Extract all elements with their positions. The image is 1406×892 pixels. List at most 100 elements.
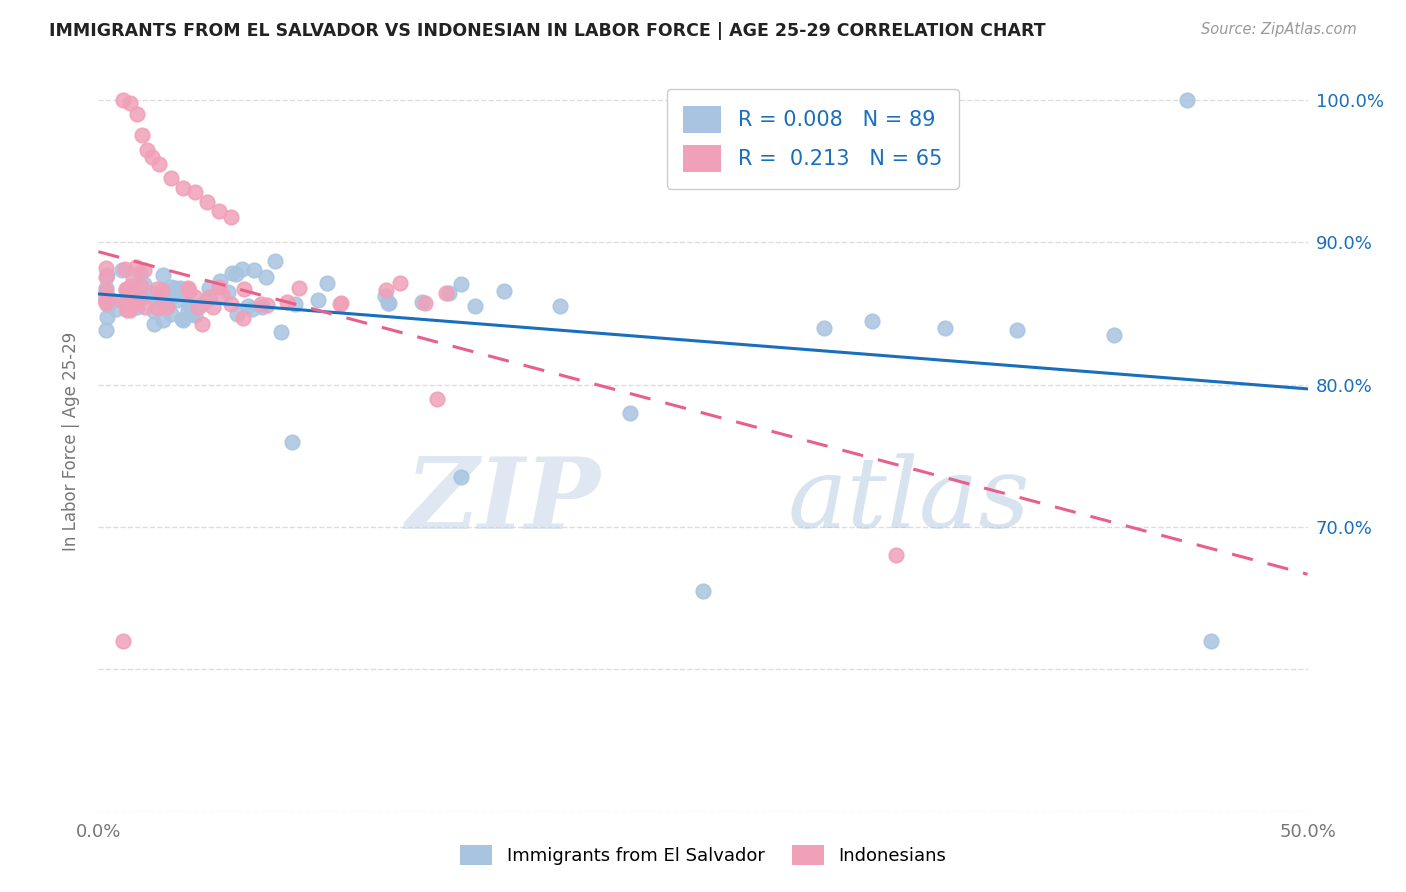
- Point: [128, 267, 150, 281]
- Point: [225, 267, 247, 281]
- Point: [619, 406, 641, 420]
- Point: [221, 266, 243, 280]
- Point: [127, 300, 149, 314]
- Point: [172, 312, 194, 326]
- Point: [184, 186, 207, 200]
- Point: [226, 307, 249, 321]
- Point: [117, 286, 139, 301]
- Point: [94, 322, 117, 336]
- Point: [276, 294, 298, 309]
- Point: [221, 210, 243, 224]
- Text: IMMIGRANTS FROM EL SALVADOR VS INDONESIAN IN LABOR FORCE | AGE 25-29 CORRELATION: IMMIGRANTS FROM EL SALVADOR VS INDONESIA…: [49, 22, 1046, 40]
- Point: [125, 260, 148, 274]
- Point: [250, 300, 273, 314]
- Y-axis label: In Labor Force | Age 25-29: In Labor Force | Age 25-29: [62, 332, 80, 551]
- Point: [256, 298, 278, 312]
- Point: [98, 292, 121, 306]
- Point: [152, 268, 174, 282]
- Point: [243, 263, 266, 277]
- Point: [411, 295, 433, 310]
- Point: [165, 287, 187, 301]
- Text: ZIP: ZIP: [405, 452, 600, 549]
- Point: [160, 171, 183, 186]
- Point: [287, 281, 309, 295]
- Point: [209, 274, 232, 288]
- Point: [183, 290, 205, 304]
- Point: [450, 470, 472, 484]
- Point: [163, 281, 186, 295]
- Point: [177, 303, 200, 318]
- Point: [153, 297, 176, 311]
- Point: [141, 150, 163, 164]
- Point: [124, 294, 146, 309]
- Point: [94, 260, 117, 275]
- Point: [172, 181, 194, 195]
- Point: [111, 633, 134, 648]
- Point: [329, 297, 352, 311]
- Point: [172, 312, 194, 326]
- Point: [492, 284, 515, 298]
- Point: [160, 307, 183, 321]
- Point: [94, 293, 117, 308]
- Point: [219, 296, 242, 310]
- Point: [177, 297, 200, 311]
- Legend: Immigrants from El Salvador, Indonesians: Immigrants from El Salvador, Indonesians: [453, 838, 953, 872]
- Point: [94, 284, 117, 298]
- Point: [375, 283, 398, 297]
- Point: [142, 303, 165, 318]
- Point: [439, 285, 461, 300]
- Point: [94, 289, 117, 303]
- Point: [114, 262, 136, 277]
- Point: [231, 262, 253, 277]
- Point: [157, 293, 180, 308]
- Point: [156, 300, 179, 314]
- Point: [94, 293, 117, 308]
- Point: [166, 293, 188, 308]
- Point: [236, 300, 259, 314]
- Point: [270, 325, 292, 339]
- Point: [208, 280, 231, 294]
- Point: [217, 285, 239, 300]
- Point: [155, 287, 177, 301]
- Point: [114, 281, 136, 295]
- Point: [148, 157, 170, 171]
- Point: [96, 310, 118, 324]
- Point: [232, 282, 254, 296]
- Point: [315, 276, 337, 290]
- Point: [97, 298, 120, 312]
- Point: [208, 203, 231, 218]
- Point: [813, 320, 835, 334]
- Point: [434, 286, 457, 301]
- Point: [450, 277, 472, 291]
- Point: [131, 279, 153, 293]
- Point: [143, 293, 166, 307]
- Point: [145, 290, 167, 304]
- Point: [132, 263, 155, 277]
- Point: [195, 195, 218, 210]
- Point: [181, 307, 204, 321]
- Text: atlas: atlas: [787, 453, 1031, 549]
- Point: [211, 288, 233, 302]
- Point: [377, 295, 399, 310]
- Point: [886, 549, 908, 563]
- Point: [94, 296, 117, 310]
- Point: [118, 302, 141, 317]
- Point: [162, 284, 184, 298]
- Point: [1102, 327, 1125, 342]
- Point: [860, 313, 883, 327]
- Point: [190, 298, 212, 312]
- Point: [198, 281, 221, 295]
- Point: [94, 270, 117, 285]
- Point: [111, 262, 134, 277]
- Point: [94, 281, 117, 295]
- Point: [330, 295, 353, 310]
- Legend: R = 0.008   N = 89, R =  0.213   N = 65: R = 0.008 N = 89, R = 0.213 N = 65: [666, 89, 959, 188]
- Point: [281, 434, 304, 449]
- Point: [202, 301, 225, 315]
- Point: [152, 313, 174, 327]
- Point: [187, 300, 209, 314]
- Point: [120, 285, 142, 299]
- Point: [191, 317, 214, 331]
- Point: [96, 268, 118, 282]
- Point: [111, 294, 134, 309]
